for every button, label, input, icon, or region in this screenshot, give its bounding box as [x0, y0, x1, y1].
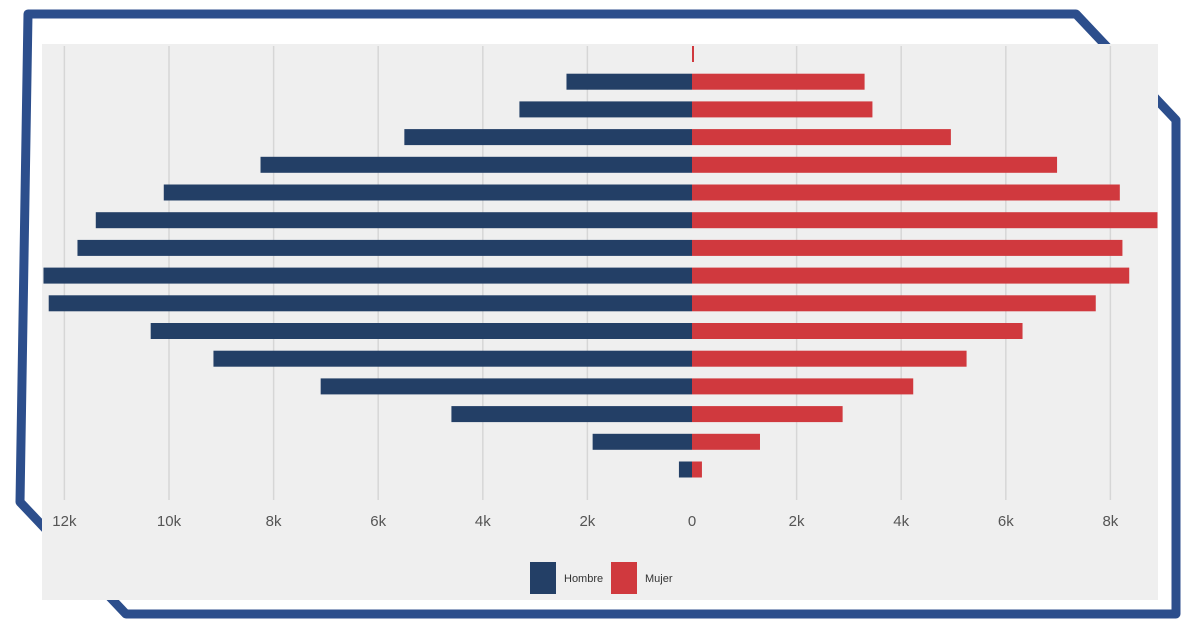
bar-hombre[interactable]	[404, 129, 692, 146]
x-tick-label: 2k	[579, 513, 595, 530]
legend-swatch-hombre[interactable]	[530, 562, 556, 594]
bar-hombre[interactable]	[519, 101, 692, 118]
bar-mujer[interactable]	[692, 184, 1120, 201]
x-tick-label: 2k	[789, 513, 805, 530]
bar-mujer[interactable]	[692, 406, 843, 423]
bar-hombre[interactable]	[566, 73, 692, 90]
bar-hombre[interactable]	[163, 184, 692, 201]
x-tick-label: 4k	[475, 513, 491, 530]
x-tick-label: 6k	[998, 513, 1014, 530]
bar-hombre[interactable]	[77, 239, 693, 256]
bar-mujer[interactable]	[692, 239, 1123, 256]
bar-mujer[interactable]	[692, 156, 1058, 173]
bar-mujer[interactable]	[692, 212, 1158, 229]
bar-mujer[interactable]	[692, 378, 914, 395]
x-axis-ticks: 12k 10k 8k 6k 4k 2k 0 2k 4k 6k 8k	[52, 513, 1119, 530]
bar-mujer[interactable]	[692, 73, 865, 90]
bar-hombre[interactable]	[150, 323, 692, 339]
bar-hombre[interactable]	[95, 212, 692, 229]
bar-mujer[interactable]	[692, 350, 967, 367]
x-tick-label: 8k	[266, 513, 282, 530]
bar-mujer[interactable]	[692, 129, 951, 146]
x-tick-label: 0	[688, 513, 696, 530]
x-tick-label: 4k	[893, 513, 909, 530]
bar-mujer[interactable]	[692, 461, 702, 478]
bar-hombre[interactable]	[43, 267, 693, 284]
bar-hombre[interactable]	[678, 461, 692, 478]
legend-swatch-mujer[interactable]	[611, 562, 637, 594]
bar-hombre[interactable]	[48, 295, 692, 312]
bar-mujer[interactable]	[692, 267, 1130, 284]
legend: Hombre Mujer	[530, 562, 673, 594]
bar-hombre[interactable]	[213, 350, 692, 367]
legend-label-mujer: Mujer	[645, 573, 673, 585]
x-tick-label: 10k	[157, 513, 182, 530]
bars	[43, 46, 1158, 478]
bar-mujer[interactable]	[692, 101, 873, 118]
bar-hombre[interactable]	[592, 433, 692, 450]
bar-hombre[interactable]	[260, 156, 692, 173]
bar-hombre[interactable]	[451, 406, 692, 423]
x-tick-label: 8k	[1102, 513, 1118, 530]
plot-background	[42, 44, 1158, 600]
bar-hombre[interactable]	[320, 378, 692, 395]
x-tick-label: 12k	[52, 513, 77, 530]
legend-label-hombre: Hombre	[564, 573, 603, 585]
bar-mujer[interactable]	[692, 46, 694, 62]
bar-mujer[interactable]	[692, 323, 1023, 339]
bar-mujer[interactable]	[692, 433, 760, 450]
bar-mujer[interactable]	[692, 295, 1096, 312]
x-tick-label: 6k	[370, 513, 386, 530]
